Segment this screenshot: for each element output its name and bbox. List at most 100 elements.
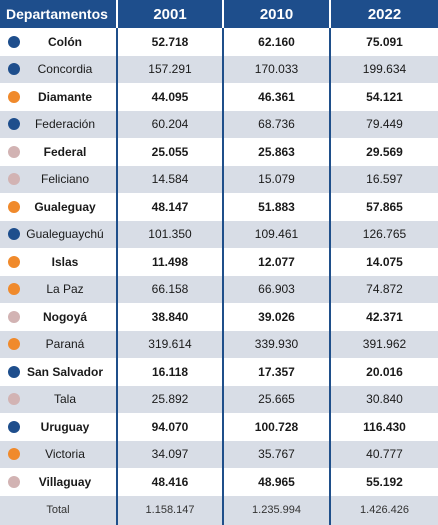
department-name: La Paz bbox=[46, 282, 84, 297]
value-2001: 34.097 bbox=[118, 440, 224, 468]
department-cell: Villaguay bbox=[0, 468, 118, 496]
department-cell: Colón bbox=[0, 28, 118, 56]
value-2022: 29.569 bbox=[366, 144, 403, 159]
table-row: Tala 25.892 25.665 30.840 bbox=[0, 385, 438, 413]
header-2022: 2022 bbox=[367, 5, 402, 23]
value-2022: 55.192 bbox=[366, 474, 403, 489]
table-row: Islas 11.498 12.077 14.075 bbox=[0, 248, 438, 276]
department-name: Nogoyá bbox=[42, 309, 87, 324]
value-2001: 319.614 bbox=[118, 330, 224, 358]
table-row: Concordia 157.291 170.033 199.634 bbox=[0, 55, 438, 83]
region-dot-icon bbox=[8, 35, 20, 48]
value-2022: 54.121 bbox=[366, 89, 403, 104]
department-cell: Victoria bbox=[0, 440, 118, 468]
value-2010: 170.033 bbox=[224, 55, 331, 83]
value-2001: 48.147 bbox=[118, 193, 224, 221]
value-2010: 62.160 bbox=[224, 28, 331, 56]
department-name: Gualeguay bbox=[34, 199, 96, 214]
region-dot-icon bbox=[8, 420, 20, 433]
table-row: Victoria 34.097 35.767 40.777 bbox=[0, 440, 438, 468]
value-2022: 75.091 bbox=[366, 34, 403, 49]
header-2001: 2001 bbox=[118, 0, 224, 28]
department-cell: Nogoyá bbox=[0, 303, 118, 331]
table-row: Feliciano 14.584 15.079 16.597 bbox=[0, 165, 438, 193]
table-row: Villaguay 48.416 48.965 55.192 bbox=[0, 468, 438, 496]
department-name: Federación bbox=[34, 117, 96, 132]
region-dot-icon bbox=[8, 200, 20, 213]
value-2001: 101.350 bbox=[118, 220, 224, 248]
value-2010: 109.461 bbox=[224, 220, 331, 248]
value-2022: 16.597 bbox=[366, 172, 403, 187]
header-departamentos: Departamentos bbox=[0, 0, 118, 28]
region-dot-icon bbox=[8, 393, 20, 406]
department-name: San Salvador bbox=[26, 364, 104, 379]
value-2001: 25.055 bbox=[118, 138, 224, 166]
region-dot-icon bbox=[8, 448, 20, 461]
department-name: Victoria bbox=[45, 447, 85, 462]
department-name: Concordia bbox=[37, 62, 93, 77]
value-2001: 11.498 bbox=[118, 248, 224, 276]
value-2022: 74.872 bbox=[366, 282, 403, 297]
table-row: Nogoyá 38.840 39.026 42.371 bbox=[0, 303, 438, 331]
total-row: Total 1.158.147 1.235.994 1.426.426 bbox=[0, 495, 438, 525]
value-2022: 116.430 bbox=[363, 419, 406, 434]
value-2022: 40.777 bbox=[366, 447, 403, 462]
region-dot-icon bbox=[8, 255, 20, 268]
value-2022: 126.765 bbox=[362, 227, 407, 242]
value-2022: 199.634 bbox=[362, 62, 407, 77]
total-2022: 1.426.426 bbox=[360, 504, 409, 517]
department-cell: Gualeguaychú bbox=[0, 220, 118, 248]
value-2010: 17.357 bbox=[224, 358, 331, 386]
department-cell: Federal bbox=[0, 138, 118, 166]
value-2010: 15.079 bbox=[224, 165, 331, 193]
value-2022: 20.016 bbox=[366, 364, 403, 379]
region-dot-icon bbox=[8, 118, 20, 131]
region-dot-icon bbox=[8, 173, 20, 186]
value-2010: 12.077 bbox=[224, 248, 331, 276]
department-cell: Federación bbox=[0, 110, 118, 138]
department-name: Feliciano bbox=[40, 172, 90, 187]
table-row: Uruguay 94.070 100.728 116.430 bbox=[0, 413, 438, 441]
value-2010: 35.767 bbox=[224, 440, 331, 468]
department-name: Islas bbox=[51, 254, 79, 269]
region-dot-icon bbox=[8, 475, 20, 488]
total-label: Total bbox=[0, 495, 118, 525]
department-cell: Gualeguay bbox=[0, 193, 118, 221]
department-cell: Islas bbox=[0, 248, 118, 276]
department-cell: Tala bbox=[0, 385, 118, 413]
department-name: Colón bbox=[48, 34, 82, 49]
region-dot-icon bbox=[8, 145, 20, 158]
value-2010: 66.903 bbox=[224, 275, 331, 303]
value-2001: 44.095 bbox=[118, 83, 224, 111]
table-row: Diamante 44.095 46.361 54.121 bbox=[0, 83, 438, 111]
department-cell: Concordia bbox=[0, 55, 118, 83]
region-dot-icon bbox=[8, 228, 20, 241]
table-row: Federación 60.204 68.736 79.449 bbox=[0, 110, 438, 138]
table-row: Federal 25.055 25.863 29.569 bbox=[0, 138, 438, 166]
header-2010: 2010 bbox=[224, 0, 331, 28]
region-dot-icon bbox=[8, 338, 20, 351]
value-2022: 14.075 bbox=[366, 254, 403, 269]
department-name: Gualeguaychú bbox=[26, 227, 104, 242]
value-2001: 48.416 bbox=[118, 468, 224, 496]
region-dot-icon bbox=[8, 365, 20, 378]
value-2001: 52.718 bbox=[118, 28, 224, 56]
table-header: Departamentos 2001 2010 2022 bbox=[0, 0, 438, 28]
value-2010: 68.736 bbox=[224, 110, 331, 138]
department-cell: Paraná bbox=[0, 330, 118, 358]
table-row: Gualeguay 48.147 51.883 57.865 bbox=[0, 193, 438, 221]
value-2001: 60.204 bbox=[118, 110, 224, 138]
value-2001: 25.892 bbox=[118, 385, 224, 413]
table-row: Paraná 319.614 339.930 391.962 bbox=[0, 330, 438, 358]
value-2022: 42.371 bbox=[366, 309, 403, 324]
total-2001: 1.158.147 bbox=[118, 495, 224, 525]
table-row: San Salvador 16.118 17.357 20.016 bbox=[0, 358, 438, 386]
region-dot-icon bbox=[8, 283, 20, 296]
region-dot-icon bbox=[8, 310, 20, 323]
value-2010: 46.361 bbox=[224, 83, 331, 111]
department-name: Villaguay bbox=[38, 474, 92, 489]
department-name: Paraná bbox=[45, 337, 85, 352]
value-2022: 391.962 bbox=[362, 337, 407, 352]
value-2010: 339.930 bbox=[224, 330, 331, 358]
